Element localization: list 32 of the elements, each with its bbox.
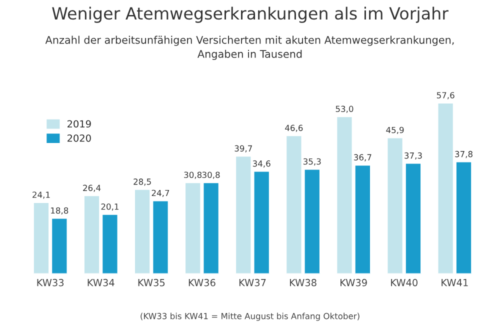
legend-label: 2020 (68, 134, 91, 142)
x-tick-label: KW41 (442, 279, 468, 286)
data-label: 26,4 (83, 184, 101, 192)
x-tick-label: KW40 (391, 278, 418, 286)
x-tick-label: KW39 (340, 278, 367, 286)
data-label: 30,8 (184, 172, 202, 179)
data-label: 34,6 (252, 160, 270, 168)
data-label: 30,8 (202, 172, 220, 179)
chart-title: Weniger Atemwegserkrankungen als im Vorjahr (52, 6, 448, 23)
data-label: 37,8 (455, 150, 472, 158)
data-label: 37,3 (404, 152, 422, 160)
data-label: 24,1 (32, 192, 50, 199)
data-label: 36,7 (354, 154, 372, 162)
x-tick-label: KW35 (138, 278, 165, 286)
data-label: 18,8 (51, 207, 68, 215)
legend-label: 2019 (68, 120, 91, 128)
data-label: 24,7 (152, 190, 170, 197)
x-tick-label: KW33 (37, 278, 64, 286)
data-label: 39,7 (234, 145, 252, 152)
data-label: 53,0 (336, 106, 354, 113)
x-tick-label: KW36 (188, 278, 216, 286)
chart-subtitle: Anzahl der arbeitsunfähigen Versicherten mit akuten Atemwegserkrankungen, Angaben in Tausend (45, 36, 454, 60)
data-label: 28,5 (134, 178, 151, 186)
data-label: 46,6 (285, 124, 303, 132)
data-label: 20,1 (101, 203, 118, 211)
data-label: 45,9 (386, 126, 404, 134)
data-label: 57,6 (436, 92, 454, 100)
x-tick-label: KW37 (239, 278, 266, 286)
data-label: 35,3 (304, 158, 321, 166)
text: (KW33 bis KW41 = Mitte August bis Anfang Oktober) (140, 312, 360, 321)
x-tick-label: KW38 (290, 278, 316, 286)
x-tick-label: KW34 (88, 278, 114, 286)
